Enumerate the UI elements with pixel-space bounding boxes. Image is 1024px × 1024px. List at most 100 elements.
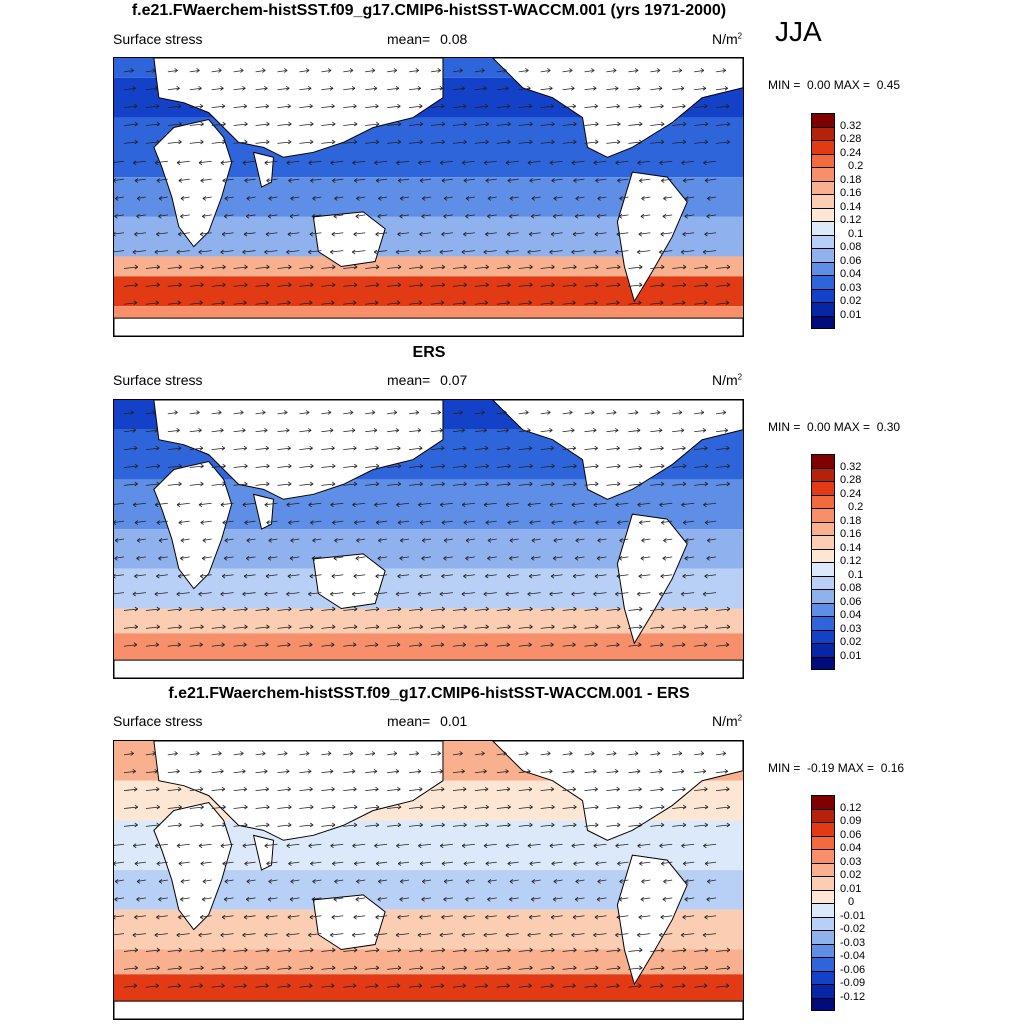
wind-stress-arrowhead [351, 249, 356, 255]
wind-stress-arrowhead [178, 520, 182, 525]
wind-stress-arrowhead [244, 520, 248, 525]
wind-stress-arrowhead [638, 300, 642, 306]
colorbar-tick-label: 0.2 [848, 160, 864, 172]
wind-stress-arrowhead [310, 282, 314, 288]
wind-stress-arrowhead [618, 214, 623, 219]
wind-stress-arrow-icon [365, 949, 380, 952]
wind-stress-arrow-icon [716, 483, 730, 486]
wind-stress-arrow-icon [562, 123, 577, 126]
colorbar-swatch [811, 153, 835, 167]
wind-stress-arrowhead [507, 624, 511, 630]
wind-stress-arrowhead [597, 879, 601, 884]
wind-stress-arrowhead [309, 445, 313, 451]
wind-stress-arrowhead [288, 121, 292, 127]
wind-stress-arrow-icon [332, 178, 344, 182]
wind-stress-arrowhead [506, 300, 510, 306]
wind-stress-arrowhead [594, 914, 599, 920]
colorbar-tick-label: 0.09 [840, 815, 862, 827]
wind-stress-arrowhead [660, 804, 665, 810]
wind-stress-arrowhead [331, 642, 335, 648]
wind-stress-arrow-icon [474, 284, 489, 287]
wind-stress-arrowhead [571, 427, 575, 433]
wind-stress-arrow-icon [167, 608, 182, 611]
wind-stress-arrowhead [507, 178, 511, 183]
wind-stress-arrow-icon [200, 861, 212, 865]
colorbar-swatch [811, 315, 835, 329]
wind-stress-arrowhead [637, 843, 641, 849]
wind-stress-arrow-icon [553, 196, 563, 199]
wind-stress-arrowhead [485, 264, 489, 270]
wind-stress-arrowhead [421, 897, 425, 902]
wind-stress-arrow-icon [246, 879, 256, 882]
wind-stress-arrow-icon [211, 770, 224, 774]
wind-stress-arrow-icon [716, 967, 730, 970]
wind-stress-arrowhead [487, 214, 491, 219]
wind-stress-arrow-icon [551, 178, 563, 182]
colorbar-swatch [811, 548, 835, 562]
wind-stress-arrow-icon [606, 123, 621, 126]
wind-stress-arrowhead [200, 606, 204, 612]
wind-stress-arrow-icon [409, 608, 423, 611]
wind-stress-arrow-icon [640, 556, 651, 559]
wind-stress-arrowhead [617, 282, 621, 288]
wind-stress-arrow-icon [286, 592, 300, 595]
wind-stress-arrowhead [640, 897, 645, 902]
wind-stress-arrow-icon [694, 608, 709, 611]
wind-stress-arrowhead [595, 947, 599, 953]
wind-stress-arrowhead [658, 85, 663, 91]
wind-stress-arrow-icon [233, 967, 248, 970]
panel-2-minmax: MIN = 0.00 MAX = 0.30 [768, 420, 901, 434]
wind-stress-arrowhead [133, 103, 138, 109]
wind-stress-arrow-icon [639, 520, 651, 524]
wind-stress-arrowhead [400, 196, 404, 201]
wind-stress-arrowhead [288, 139, 292, 145]
wind-stress-arrow-icon [409, 284, 423, 287]
wind-stress-arrow-icon [158, 196, 168, 199]
colorbar-tick-label: 0.32 [840, 119, 862, 132]
wind-stress-arrow-icon [233, 483, 248, 486]
wind-stress-arrow-icon [496, 788, 511, 792]
wind-stress-arrow-icon [505, 502, 519, 506]
wind-stress-arrowhead [682, 121, 687, 127]
colorbar-tick-label: 0.14 [840, 541, 862, 554]
wind-stress-arrow-icon [167, 123, 182, 126]
wind-stress-arrow-icon [716, 465, 731, 468]
wind-stress-arrowhead [286, 249, 290, 255]
wind-stress-arrow-icon [310, 861, 322, 865]
wind-stress-arrowhead [421, 196, 426, 201]
wind-stress-arrowhead [199, 445, 204, 451]
wind-stress-arrow-icon [562, 70, 573, 73]
wind-stress-arrowhead [287, 786, 291, 792]
wind-stress-arrowhead [199, 103, 204, 109]
wind-stress-arrowhead [134, 965, 139, 971]
wind-stress-arrowhead [156, 520, 161, 525]
wind-stress-arrowhead [527, 932, 531, 938]
continent-outline [114, 1000, 743, 1019]
wind-stress-arrow-icon [333, 897, 344, 900]
wind-stress-arrow-icon [224, 214, 234, 217]
wind-stress-arrowhead [461, 85, 465, 91]
wind-stress-arrow-icon [509, 556, 519, 559]
wind-stress-arrowhead [329, 427, 334, 433]
wind-stress-arrowhead [704, 804, 709, 810]
wind-stress-arrowhead [569, 410, 573, 415]
wind-stress-arrow-icon [638, 574, 651, 577]
wind-stress-arrow-icon [716, 985, 730, 988]
wind-stress-arrowhead [549, 591, 553, 597]
wind-stress-arrowhead [307, 427, 312, 433]
wind-stress-arrowhead [284, 68, 288, 73]
wind-stress-arrow-icon [694, 284, 709, 287]
wind-stress-arrowhead [569, 68, 573, 73]
wind-stress-arrowhead [243, 231, 248, 237]
panel-3-mean-label: mean= [387, 713, 431, 729]
wind-stress-arrowhead [572, 786, 577, 792]
wind-stress-arrowhead [575, 879, 579, 884]
wind-stress-arrow-icon [202, 897, 212, 900]
wind-stress-arrowhead [352, 843, 356, 849]
wind-stress-arrow-icon [220, 592, 234, 595]
wind-stress-arrow-icon [594, 574, 607, 577]
wind-stress-arrowhead [155, 786, 160, 792]
wind-stress-arrow-icon [702, 592, 717, 595]
wind-stress-arrow-icon [518, 141, 533, 144]
wind-stress-arrow-icon [628, 412, 639, 415]
